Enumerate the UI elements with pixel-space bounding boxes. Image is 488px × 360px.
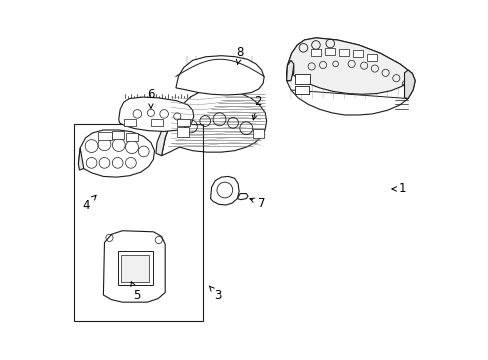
Polygon shape [237, 194, 247, 200]
Polygon shape [78, 130, 154, 177]
Text: 1: 1 [391, 183, 406, 195]
Text: 6: 6 [147, 89, 154, 108]
Text: 7: 7 [249, 197, 265, 210]
Polygon shape [176, 56, 264, 95]
Polygon shape [286, 38, 414, 115]
Bar [253, 129, 264, 138]
Polygon shape [162, 89, 266, 156]
Polygon shape [404, 70, 414, 99]
Bar [125, 133, 138, 141]
Bar [123, 118, 136, 126]
Text: 8: 8 [236, 46, 244, 64]
Polygon shape [286, 60, 293, 81]
Bar [177, 118, 189, 126]
Polygon shape [78, 148, 83, 170]
Bar [176, 127, 189, 137]
Bar [295, 73, 309, 84]
Polygon shape [119, 97, 193, 131]
Bar [118, 251, 152, 285]
Bar [353, 50, 363, 58]
Bar [150, 118, 163, 126]
Bar [324, 48, 334, 55]
Text: 5: 5 [131, 282, 140, 302]
Bar [111, 131, 124, 139]
Polygon shape [156, 118, 171, 156]
Polygon shape [287, 38, 411, 94]
Bar [121, 255, 149, 282]
Bar [98, 132, 111, 140]
Text: 4: 4 [82, 195, 96, 212]
Bar [295, 86, 308, 94]
Text: 2: 2 [252, 95, 261, 120]
Bar [339, 49, 348, 56]
Bar [366, 54, 376, 61]
Polygon shape [103, 231, 165, 302]
Text: 3: 3 [209, 286, 221, 302]
Polygon shape [210, 176, 239, 205]
Polygon shape [286, 66, 293, 81]
Bar [310, 49, 320, 56]
